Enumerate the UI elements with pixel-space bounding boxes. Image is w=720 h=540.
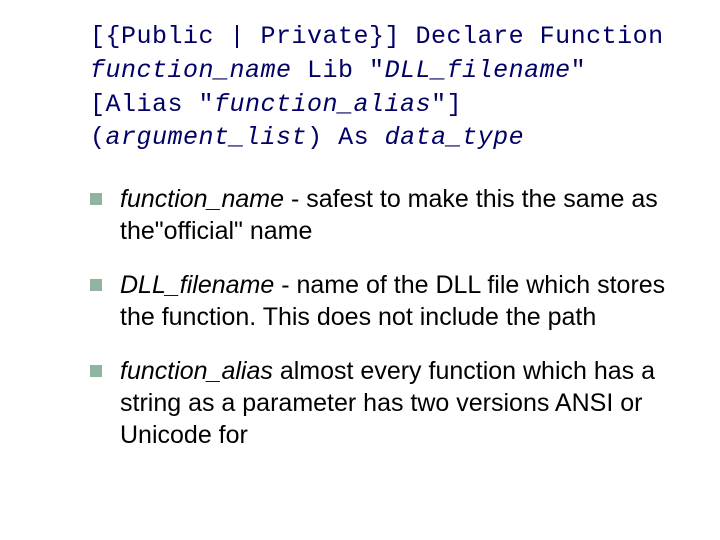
list-item: DLL_filename - name of the DLL file whic… [90, 269, 680, 333]
syntax-line-4: (argument_list) As data_type [90, 121, 680, 155]
syntax-italic: DLL_filename [385, 56, 571, 85]
syntax-text: " [571, 56, 587, 85]
syntax-italic: argument_list [106, 123, 308, 152]
syntax-text: Lib " [292, 56, 385, 85]
syntax-text: ) As [307, 123, 385, 152]
syntax-declaration: [{Public | Private}] Declare Function fu… [90, 20, 680, 155]
bullet-term: DLL_filename [120, 271, 274, 299]
bullet-term: function_alias [120, 357, 273, 385]
syntax-italic: function_name [90, 56, 292, 85]
bullet-text: function_name - safest to make this the … [120, 183, 680, 247]
list-item: function_name - safest to make this the … [90, 183, 680, 247]
syntax-italic: data_type [385, 123, 525, 152]
syntax-line-3: [Alias "function_alias"] [90, 88, 680, 122]
syntax-text: [Alias " [90, 90, 214, 119]
square-bullet-icon [90, 279, 102, 291]
slide-container: [{Public | Private}] Declare Function fu… [0, 0, 720, 540]
syntax-text: "] [431, 90, 462, 119]
list-item: function_alias almost every function whi… [90, 355, 680, 451]
syntax-italic: function_alias [214, 90, 431, 119]
syntax-line-1: [{Public | Private}] Declare Function [90, 20, 680, 54]
bullet-text: function_alias almost every function whi… [120, 355, 680, 451]
square-bullet-icon [90, 193, 102, 205]
bullet-text: DLL_filename - name of the DLL file whic… [120, 269, 680, 333]
bullet-list: function_name - safest to make this the … [90, 183, 680, 451]
syntax-text: [{Public | Private}] Declare Function [90, 22, 664, 51]
bullet-term: function_name [120, 185, 284, 213]
square-bullet-icon [90, 365, 102, 377]
syntax-line-2: function_name Lib "DLL_filename" [90, 54, 680, 88]
syntax-text: ( [90, 123, 106, 152]
